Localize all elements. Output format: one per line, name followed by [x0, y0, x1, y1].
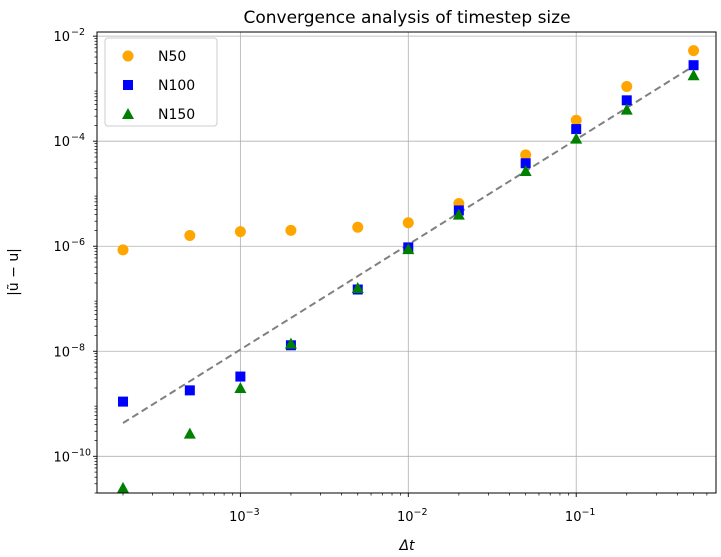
y-tick-exponent: −4	[71, 132, 85, 143]
data-point-n150	[402, 243, 415, 255]
data-point-n150	[234, 381, 247, 393]
data-point-n100	[571, 124, 582, 135]
data-point-n50	[117, 244, 129, 256]
y-tick-exponent: −2	[71, 27, 85, 38]
legend-label-n50: N50	[158, 49, 186, 65]
data-point-n50	[234, 226, 246, 238]
y-axis-label: |ũ − u|	[6, 248, 22, 296]
data-point-n50	[570, 114, 582, 126]
y-tick-label: 10	[53, 30, 70, 45]
x-tick-label: 10−1	[565, 507, 596, 525]
y-tick-exponent: −8	[71, 342, 85, 353]
data-point-n50	[285, 224, 297, 236]
x-axis-label: Δt	[398, 538, 415, 554]
y-tick-exponent: −10	[71, 447, 91, 458]
chart-title: Convergence analysis of timestep size	[243, 8, 570, 28]
y-tick-label: 10	[53, 345, 70, 360]
series-n150	[117, 69, 700, 493]
data-point-n150	[284, 337, 297, 349]
data-point-n150	[351, 282, 364, 294]
data-point-n100	[235, 371, 246, 382]
legend-marker-n100	[123, 80, 133, 90]
legend-marker-n50	[122, 50, 134, 62]
data-point-n150	[117, 481, 130, 493]
data-point-n150	[183, 427, 196, 439]
data-points	[117, 45, 700, 493]
data-point-n50	[184, 230, 196, 242]
y-tick-label: 10	[53, 450, 70, 465]
y-tick-label: 10	[53, 135, 70, 150]
data-point-n50	[621, 81, 633, 93]
data-point-n100	[621, 95, 632, 106]
data-point-n100	[688, 60, 699, 71]
data-point-n50	[688, 45, 700, 57]
legend: N50 N100 N150	[104, 37, 218, 127]
data-point-n50	[520, 149, 532, 161]
data-point-n150	[452, 208, 465, 220]
x-tick-label: 10−2	[397, 507, 428, 525]
data-point-n50	[352, 221, 364, 233]
data-point-n50	[402, 217, 414, 229]
y-tick-exponent: −6	[71, 237, 85, 248]
legend-label-n100: N100	[158, 78, 195, 94]
data-point-n150	[620, 103, 633, 115]
data-point-n150	[519, 165, 532, 177]
x-tick-label: 10−3	[229, 507, 260, 525]
data-point-n100	[118, 396, 129, 407]
legend-box	[104, 37, 218, 127]
data-point-n100	[520, 158, 531, 169]
y-tick-label: 10	[53, 240, 70, 255]
data-point-n150	[687, 69, 700, 81]
plot-frame	[96, 31, 717, 494]
data-point-n100	[184, 385, 195, 396]
data-point-n150	[570, 132, 583, 144]
legend-marker-n150	[122, 108, 134, 119]
legend-label-n150: N150	[158, 107, 195, 123]
series-n50	[117, 45, 700, 256]
